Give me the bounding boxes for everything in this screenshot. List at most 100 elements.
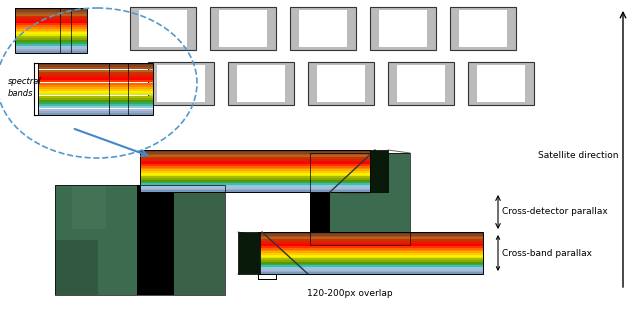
- Bar: [38, 69, 153, 72]
- Bar: [388, 62, 454, 105]
- Bar: [15, 38, 87, 40]
- Bar: [38, 98, 153, 100]
- Bar: [140, 173, 370, 175]
- Bar: [15, 23, 87, 25]
- Bar: [258, 256, 483, 258]
- Bar: [15, 19, 87, 21]
- Bar: [38, 78, 153, 80]
- Bar: [15, 49, 87, 51]
- Bar: [228, 62, 294, 105]
- Bar: [140, 159, 370, 161]
- Bar: [258, 232, 483, 274]
- Bar: [370, 150, 388, 192]
- Bar: [258, 234, 483, 236]
- Bar: [15, 8, 87, 53]
- Bar: [140, 175, 370, 176]
- Bar: [15, 27, 87, 29]
- Bar: [15, 47, 87, 49]
- Bar: [258, 251, 483, 253]
- Bar: [148, 62, 214, 105]
- Bar: [258, 248, 483, 250]
- Bar: [140, 180, 370, 181]
- Bar: [258, 239, 483, 241]
- Text: spectral: spectral: [8, 78, 42, 86]
- Bar: [15, 46, 87, 47]
- Bar: [38, 67, 153, 69]
- Bar: [157, 65, 205, 102]
- Bar: [38, 111, 153, 113]
- Bar: [139, 11, 188, 46]
- Bar: [140, 169, 370, 171]
- Bar: [140, 176, 370, 178]
- Bar: [258, 244, 483, 246]
- Bar: [15, 21, 87, 23]
- Bar: [140, 162, 370, 164]
- Bar: [15, 14, 87, 16]
- Bar: [38, 72, 153, 74]
- Bar: [15, 30, 87, 32]
- Bar: [38, 74, 153, 76]
- Bar: [15, 29, 87, 30]
- Bar: [38, 65, 153, 67]
- Bar: [258, 269, 483, 271]
- Text: Cross-band parallax: Cross-band parallax: [502, 249, 592, 258]
- Bar: [136, 185, 174, 295]
- Bar: [15, 44, 87, 46]
- Bar: [140, 188, 370, 190]
- Bar: [258, 260, 483, 262]
- Bar: [258, 265, 483, 267]
- Bar: [330, 153, 410, 245]
- Bar: [140, 155, 370, 157]
- Bar: [140, 150, 370, 192]
- Bar: [370, 7, 436, 50]
- Bar: [38, 63, 153, 65]
- Bar: [38, 102, 153, 104]
- Bar: [258, 250, 483, 251]
- Bar: [258, 272, 483, 274]
- Text: bands: bands: [8, 88, 34, 98]
- Bar: [15, 8, 87, 10]
- Bar: [38, 106, 153, 108]
- Bar: [258, 253, 483, 255]
- Bar: [15, 34, 87, 36]
- Bar: [38, 63, 153, 115]
- Bar: [55, 185, 225, 295]
- Bar: [15, 17, 87, 19]
- Bar: [140, 181, 370, 183]
- Bar: [15, 42, 87, 44]
- Bar: [15, 12, 87, 14]
- Bar: [15, 40, 87, 42]
- Bar: [38, 95, 153, 98]
- Bar: [140, 171, 370, 173]
- Bar: [174, 185, 225, 295]
- Bar: [15, 10, 87, 12]
- Text: 120-200px overlap: 120-200px overlap: [307, 289, 393, 298]
- Bar: [38, 113, 153, 115]
- Bar: [38, 87, 153, 89]
- Bar: [140, 166, 370, 167]
- Bar: [38, 89, 153, 91]
- Bar: [140, 167, 370, 169]
- Bar: [450, 7, 516, 50]
- Bar: [258, 258, 483, 260]
- Bar: [140, 157, 370, 159]
- Bar: [258, 262, 483, 264]
- Bar: [219, 11, 268, 46]
- Bar: [38, 108, 153, 111]
- Bar: [140, 161, 370, 162]
- Bar: [38, 104, 153, 106]
- Bar: [458, 11, 507, 46]
- Bar: [397, 65, 446, 102]
- Bar: [130, 7, 196, 50]
- Bar: [210, 7, 276, 50]
- Bar: [38, 76, 153, 78]
- Bar: [140, 152, 370, 153]
- Bar: [258, 264, 483, 265]
- Bar: [38, 91, 153, 93]
- Bar: [258, 267, 483, 269]
- Bar: [140, 183, 370, 185]
- Bar: [38, 82, 153, 85]
- Bar: [236, 65, 285, 102]
- Bar: [310, 153, 330, 245]
- Bar: [38, 85, 153, 87]
